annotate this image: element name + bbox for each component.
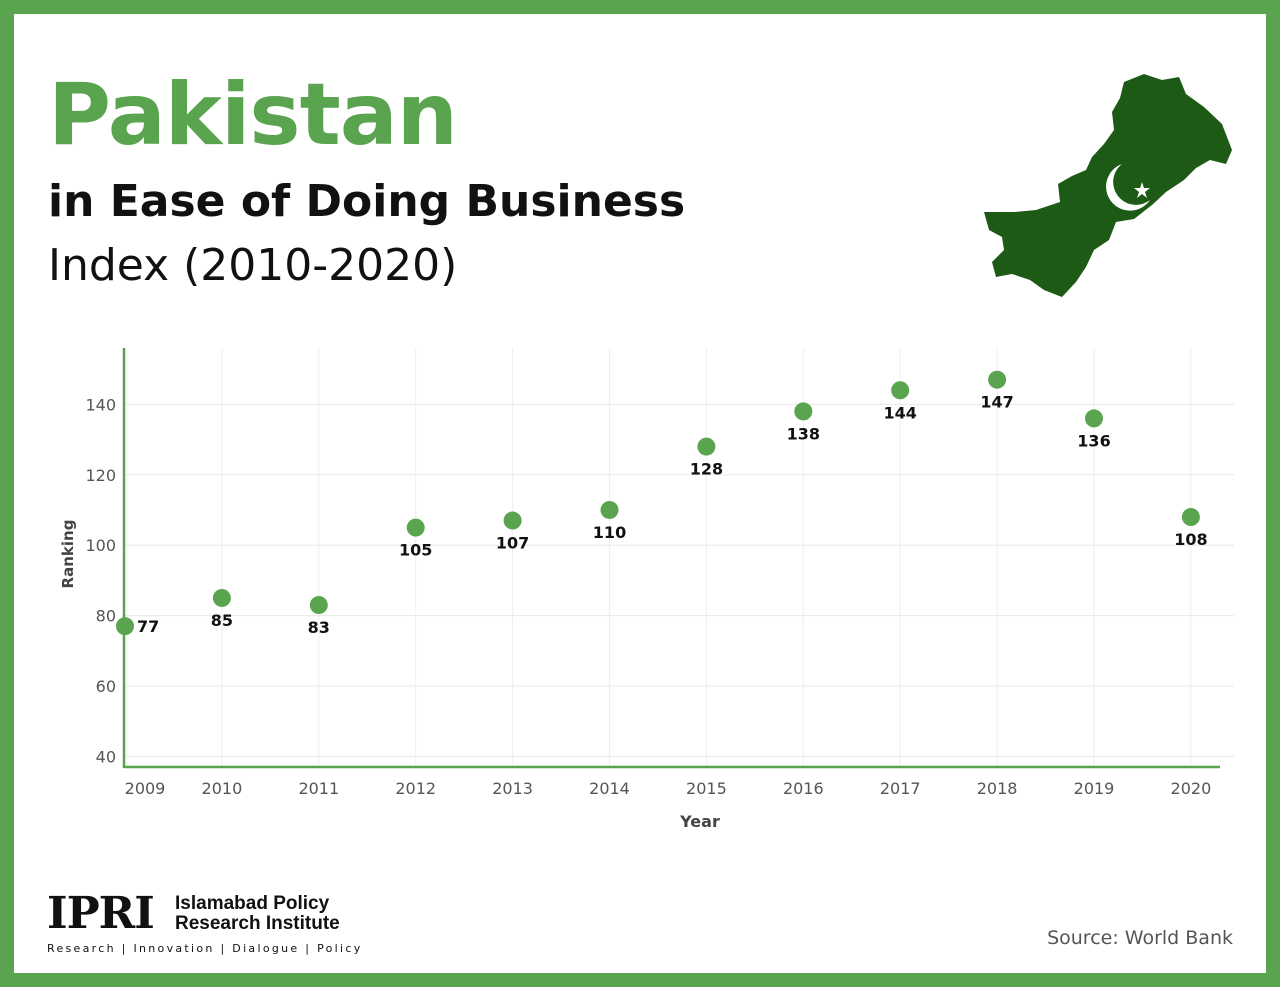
source-note: Source: World Bank [1047, 927, 1233, 949]
data-label: 138 [787, 424, 820, 443]
data-point [988, 370, 1007, 389]
logo-name-line1: Islamabad Policy [175, 893, 330, 914]
x-tick-label: 2019 [1074, 779, 1115, 798]
logo-mark: IPRI [47, 888, 155, 939]
y-tick-label: 140 [85, 395, 116, 414]
data-point [406, 518, 425, 537]
y-axis-title: Ranking [59, 520, 77, 589]
logo-name: Islamabad Policy Research Institute [175, 894, 340, 934]
data-point [697, 437, 716, 456]
x-tick-label: 2018 [977, 779, 1018, 798]
data-point [1181, 508, 1200, 527]
ranking-chart: 40 60 80 100 120 140 2009 2010 2011 2012 2013 2014… [59, 348, 1234, 831]
x-tick-label: 2011 [298, 779, 339, 798]
chart-axes [122, 348, 1220, 769]
page-subtitle-index: Index (2010-2020) [48, 240, 458, 291]
x-tick-label: 2017 [880, 779, 921, 798]
infographic-card: Pakistan in Ease of Doing Business Index… [14, 14, 1266, 973]
data-label: 144 [883, 403, 916, 422]
data-label: 105 [399, 541, 432, 560]
x-tick-label: 2020 [1171, 779, 1212, 798]
data-point [891, 381, 910, 400]
x-tick-label: 2013 [492, 779, 533, 798]
y-tick-labels: 40 60 80 100 120 140 [85, 395, 116, 766]
data-labels: 77 85 83 105 107 110 128 138 144 147 136 108 [137, 393, 1208, 637]
x-tick-label: 2010 [202, 779, 243, 798]
x-tick-label: 2016 [783, 779, 824, 798]
y-tick-label: 120 [85, 466, 116, 485]
data-point [212, 588, 231, 607]
x-tick-label: 2012 [395, 779, 436, 798]
data-point [309, 596, 328, 615]
logo-name-line2: Research Institute [175, 913, 340, 934]
data-point [1085, 409, 1103, 428]
x-tick-label: 2009 [125, 779, 166, 798]
y-tick-label: 40 [96, 747, 116, 766]
data-label: 77 [137, 617, 159, 636]
data-label: 110 [593, 523, 626, 542]
logo-tagline: Research | Innovation | Dialogue | Polic… [47, 942, 363, 955]
page-subtitle: in Ease of Doing Business [48, 176, 686, 227]
data-point [116, 617, 134, 636]
y-tick-label: 100 [85, 536, 116, 555]
data-label: 147 [980, 393, 1013, 412]
data-label: 128 [690, 460, 723, 479]
data-label: 136 [1077, 431, 1110, 450]
x-axis-title: Year [679, 812, 720, 831]
y-tick-label: 60 [96, 677, 116, 696]
data-label: 107 [496, 534, 529, 553]
data-point [600, 500, 619, 519]
data-point [794, 402, 813, 421]
data-label: 108 [1174, 530, 1207, 549]
data-points [116, 370, 1200, 636]
chart-grid [124, 348, 1234, 767]
y-tick-label: 80 [96, 607, 116, 626]
ipri-logo: IPRI Islamabad Policy Research Institute… [47, 888, 367, 956]
x-tick-label: 2015 [686, 779, 727, 798]
pakistan-map-flag-icon [984, 74, 1232, 297]
x-tick-labels: 2009 2010 2011 2012 2013 2014 2015 2016 2017 2018… [125, 779, 1212, 798]
page-title: Pakistan [48, 65, 458, 165]
data-label: 85 [211, 611, 233, 630]
data-label: 83 [308, 618, 330, 637]
x-tick-label: 2014 [589, 779, 630, 798]
data-point [503, 511, 522, 530]
